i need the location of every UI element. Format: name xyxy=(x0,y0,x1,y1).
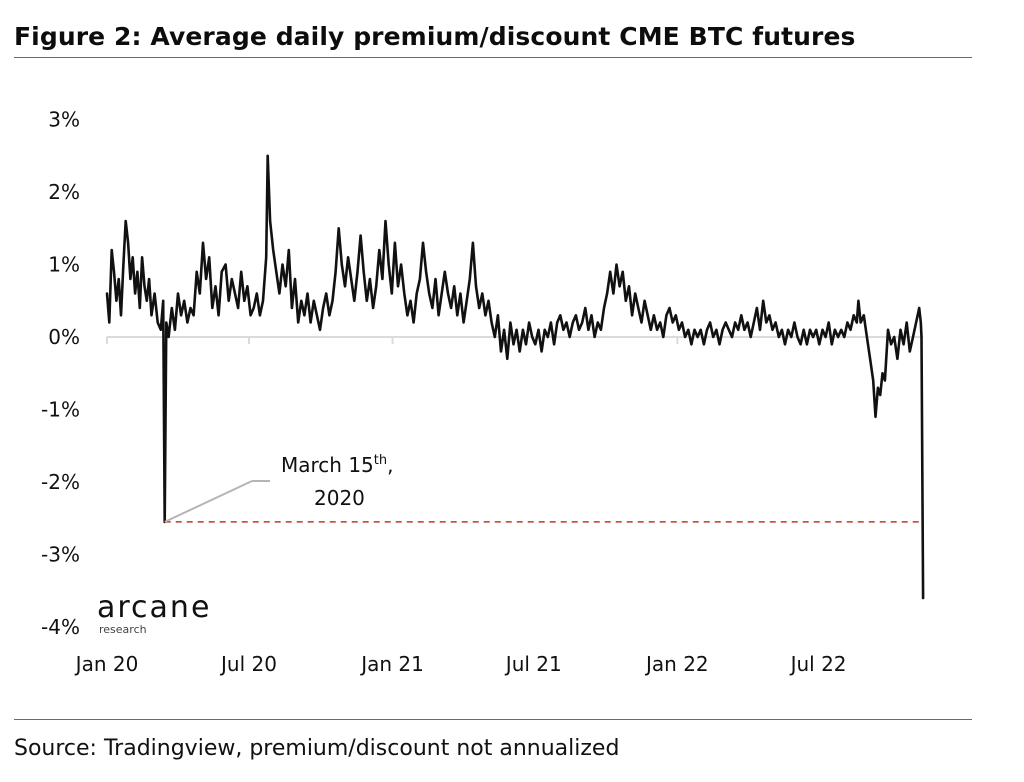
series-layer xyxy=(105,154,925,600)
y-tick-label: 2% xyxy=(48,180,80,204)
y-tick-label: -1% xyxy=(41,398,80,422)
annotation-label-line2: 2020 xyxy=(314,486,365,510)
x-tick-label: Jan 21 xyxy=(359,652,424,676)
y-axis-labels: 3% 2% 1% 0% -1% -2% -3% -4% xyxy=(41,108,80,640)
source-note: Source: Tradingview, premium/discount no… xyxy=(14,736,620,761)
x-axis-labels: Jan 20 Jul 20 Jan 21 Jul 21 Jan 22 Jul 22 xyxy=(74,652,847,676)
series-line xyxy=(105,154,925,600)
y-tick-label: -2% xyxy=(41,470,80,494)
x-tick-label: Jul 22 xyxy=(789,652,847,676)
x-tick-label: Jul 20 xyxy=(219,652,277,676)
logo-subtitle: research xyxy=(99,623,147,636)
y-tick-label: 0% xyxy=(48,325,80,349)
figure-title: Figure 2: Average daily premium/discount… xyxy=(14,22,856,51)
arcane-logo: arcane research xyxy=(97,592,211,636)
source-divider xyxy=(14,719,972,720)
logo-wordmark: arcane xyxy=(97,590,212,625)
title-divider xyxy=(14,57,972,58)
annotation: March 15th, 2020 xyxy=(164,453,393,523)
annotation-leader-line xyxy=(164,480,253,523)
y-tick-label: 1% xyxy=(48,253,80,277)
x-tick-label: Jan 20 xyxy=(74,652,139,676)
annotation-label-line1: March 15th, xyxy=(281,453,393,477)
y-tick-label: 3% xyxy=(48,108,80,132)
x-tick-label: Jul 21 xyxy=(504,652,562,676)
y-tick-label: -4% xyxy=(41,615,80,639)
y-tick-label: -3% xyxy=(41,543,80,567)
x-tick-label: Jan 22 xyxy=(644,652,709,676)
